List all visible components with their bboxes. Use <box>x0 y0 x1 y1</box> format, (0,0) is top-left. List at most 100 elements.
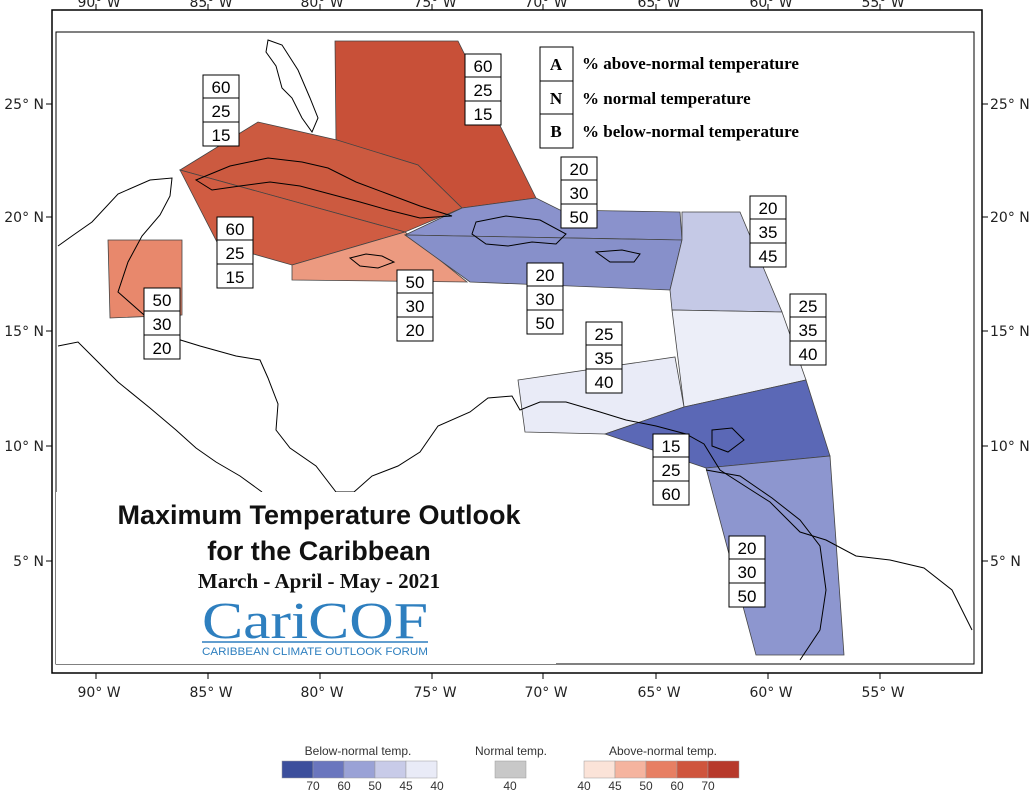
prob-box-cayman: 60 25 15 <box>216 216 254 289</box>
prob-above: 50 <box>153 291 172 310</box>
prob-below: 15 <box>212 126 231 145</box>
lat-labels-left: 25° N 20° N 15° N 10° N 5° N <box>4 97 44 570</box>
lon-label: 65° W <box>637 0 680 11</box>
key-text-below: % below-normal temperature <box>582 122 799 141</box>
prob-normal: 30 <box>570 184 589 203</box>
key-letter-b: B <box>550 122 561 141</box>
lat-label: 25° N <box>4 97 44 113</box>
prob-normal: 35 <box>799 321 818 340</box>
coast-puerto-rico <box>594 249 641 263</box>
lat-label: 20° N <box>4 210 44 226</box>
swatch-above-40 <box>583 760 616 779</box>
cb-tick-below: 60 <box>337 779 351 791</box>
prob-normal: 25 <box>474 81 493 100</box>
prob-normal: 25 <box>662 461 681 480</box>
prob-below: 20 <box>153 339 172 358</box>
swatch-below-50 <box>343 760 376 779</box>
coastlines <box>57 39 973 661</box>
lon-label: 85° W <box>189 685 232 701</box>
swatch-below-45 <box>374 760 407 779</box>
prob-above: 25 <box>595 325 614 344</box>
colorbar-normal-title: Normal temp. <box>475 744 547 758</box>
prob-above: 60 <box>212 78 231 97</box>
key-text-normal: % normal temperature <box>582 89 751 108</box>
colorbar-below-title: Below-normal temp. <box>305 744 412 758</box>
prob-above: 25 <box>799 297 818 316</box>
prob-below: 40 <box>595 373 614 392</box>
map-title-line2: for the Caribbean <box>207 536 431 566</box>
prob-above: 20 <box>759 199 778 218</box>
swatch-above-70 <box>707 760 740 779</box>
lon-labels-top: 90° W 85° W 80° W 75° W 70° W 65° W 60° … <box>77 0 904 11</box>
prob-normal: 30 <box>406 297 425 316</box>
cb-tick-below: 45 <box>399 779 413 791</box>
lat-label: 10° N <box>990 439 1030 455</box>
coast-jamaica <box>348 253 396 269</box>
prob-above: 15 <box>662 437 681 456</box>
caricof-subtitle: CARIBBEAN CLIMATE OUTLOOK FORUM <box>202 646 428 658</box>
map-title-line1: Maximum Temperature Outlook <box>117 500 521 530</box>
tick-marks <box>46 4 988 679</box>
prob-box-hispaniola: 20 30 50 <box>526 262 564 335</box>
prob-normal: 30 <box>536 290 555 309</box>
prob-above: 50 <box>406 273 425 292</box>
lat-label: 15° N <box>990 324 1030 340</box>
cb-tick-above: 45 <box>608 779 622 791</box>
lat-label: 10° N <box>4 439 44 455</box>
prob-box-windward: 25 35 40 <box>789 293 827 366</box>
prob-box-jamaica: 50 30 20 <box>396 269 434 342</box>
lat-label: 25° N <box>990 97 1030 113</box>
prob-box-cuba: 60 25 15 <box>202 74 240 147</box>
lon-label: 90° W <box>77 0 120 11</box>
key-text-above: % above-normal temperature <box>582 54 799 73</box>
coast-florida <box>265 39 319 134</box>
prob-above: 20 <box>570 160 589 179</box>
lat-label: 20° N <box>990 210 1030 226</box>
lat-label: 5° N <box>13 554 44 570</box>
lat-labels-right: 25° N 20° N 15° N 10° N 5° N <box>990 97 1030 570</box>
lon-labels-bottom: 90° W 85° W 80° W 75° W 70° W 65° W 60° … <box>77 685 904 701</box>
colorbar-ticks: 70 60 50 45 40 40 40 45 50 60 70 <box>306 779 715 791</box>
prob-above: 60 <box>226 220 245 239</box>
lon-label: 60° W <box>749 685 792 701</box>
prob-normal: 25 <box>212 102 231 121</box>
cb-tick-above: 50 <box>639 779 653 791</box>
lon-label: 55° W <box>861 0 904 11</box>
abn-key: A N B % above-normal temperature % norma… <box>539 46 799 149</box>
prob-above: 20 <box>738 539 757 558</box>
lon-label: 80° W <box>300 685 343 701</box>
swatch-above-50 <box>645 760 678 779</box>
prob-above: 60 <box>474 57 493 76</box>
prob-normal: 25 <box>226 244 245 263</box>
prob-box-turks-caicos: 20 30 50 <box>560 156 598 229</box>
prob-box-bahamas: 60 25 15 <box>464 53 502 126</box>
lon-label: 80° W <box>300 0 343 11</box>
lon-label: 90° W <box>77 685 120 701</box>
swatch-below-60 <box>312 760 345 779</box>
cb-tick-below: 70 <box>306 779 320 791</box>
swatch-above-60 <box>676 760 709 779</box>
cb-tick-normal: 40 <box>503 779 517 791</box>
colorbar-above <box>583 760 740 779</box>
prob-normal: 30 <box>153 315 172 334</box>
prob-below: 45 <box>759 247 778 266</box>
title-block: Maximum Temperature Outlook for the Cari… <box>56 492 556 664</box>
colorbar-above-title: Above-normal temp. <box>609 744 717 758</box>
coast-south-america <box>705 469 827 661</box>
swatch-below-40 <box>405 760 438 779</box>
prob-above: 20 <box>536 266 555 285</box>
lon-label: 70° W <box>524 685 567 701</box>
lat-label: 15° N <box>4 324 44 340</box>
colorbar: Below-normal temp. Normal temp. Above-no… <box>281 744 740 791</box>
coast-hispaniola <box>471 215 567 247</box>
prob-below: 50 <box>536 314 555 333</box>
swatch-normal <box>494 760 527 779</box>
prob-normal: 30 <box>738 563 757 582</box>
lon-label: 85° W <box>189 0 232 11</box>
cb-tick-below: 50 <box>368 779 382 791</box>
cb-tick-above: 70 <box>701 779 715 791</box>
colorbar-below <box>281 760 438 779</box>
prob-below: 15 <box>474 105 493 124</box>
lat-label: 5° N <box>990 554 1021 570</box>
